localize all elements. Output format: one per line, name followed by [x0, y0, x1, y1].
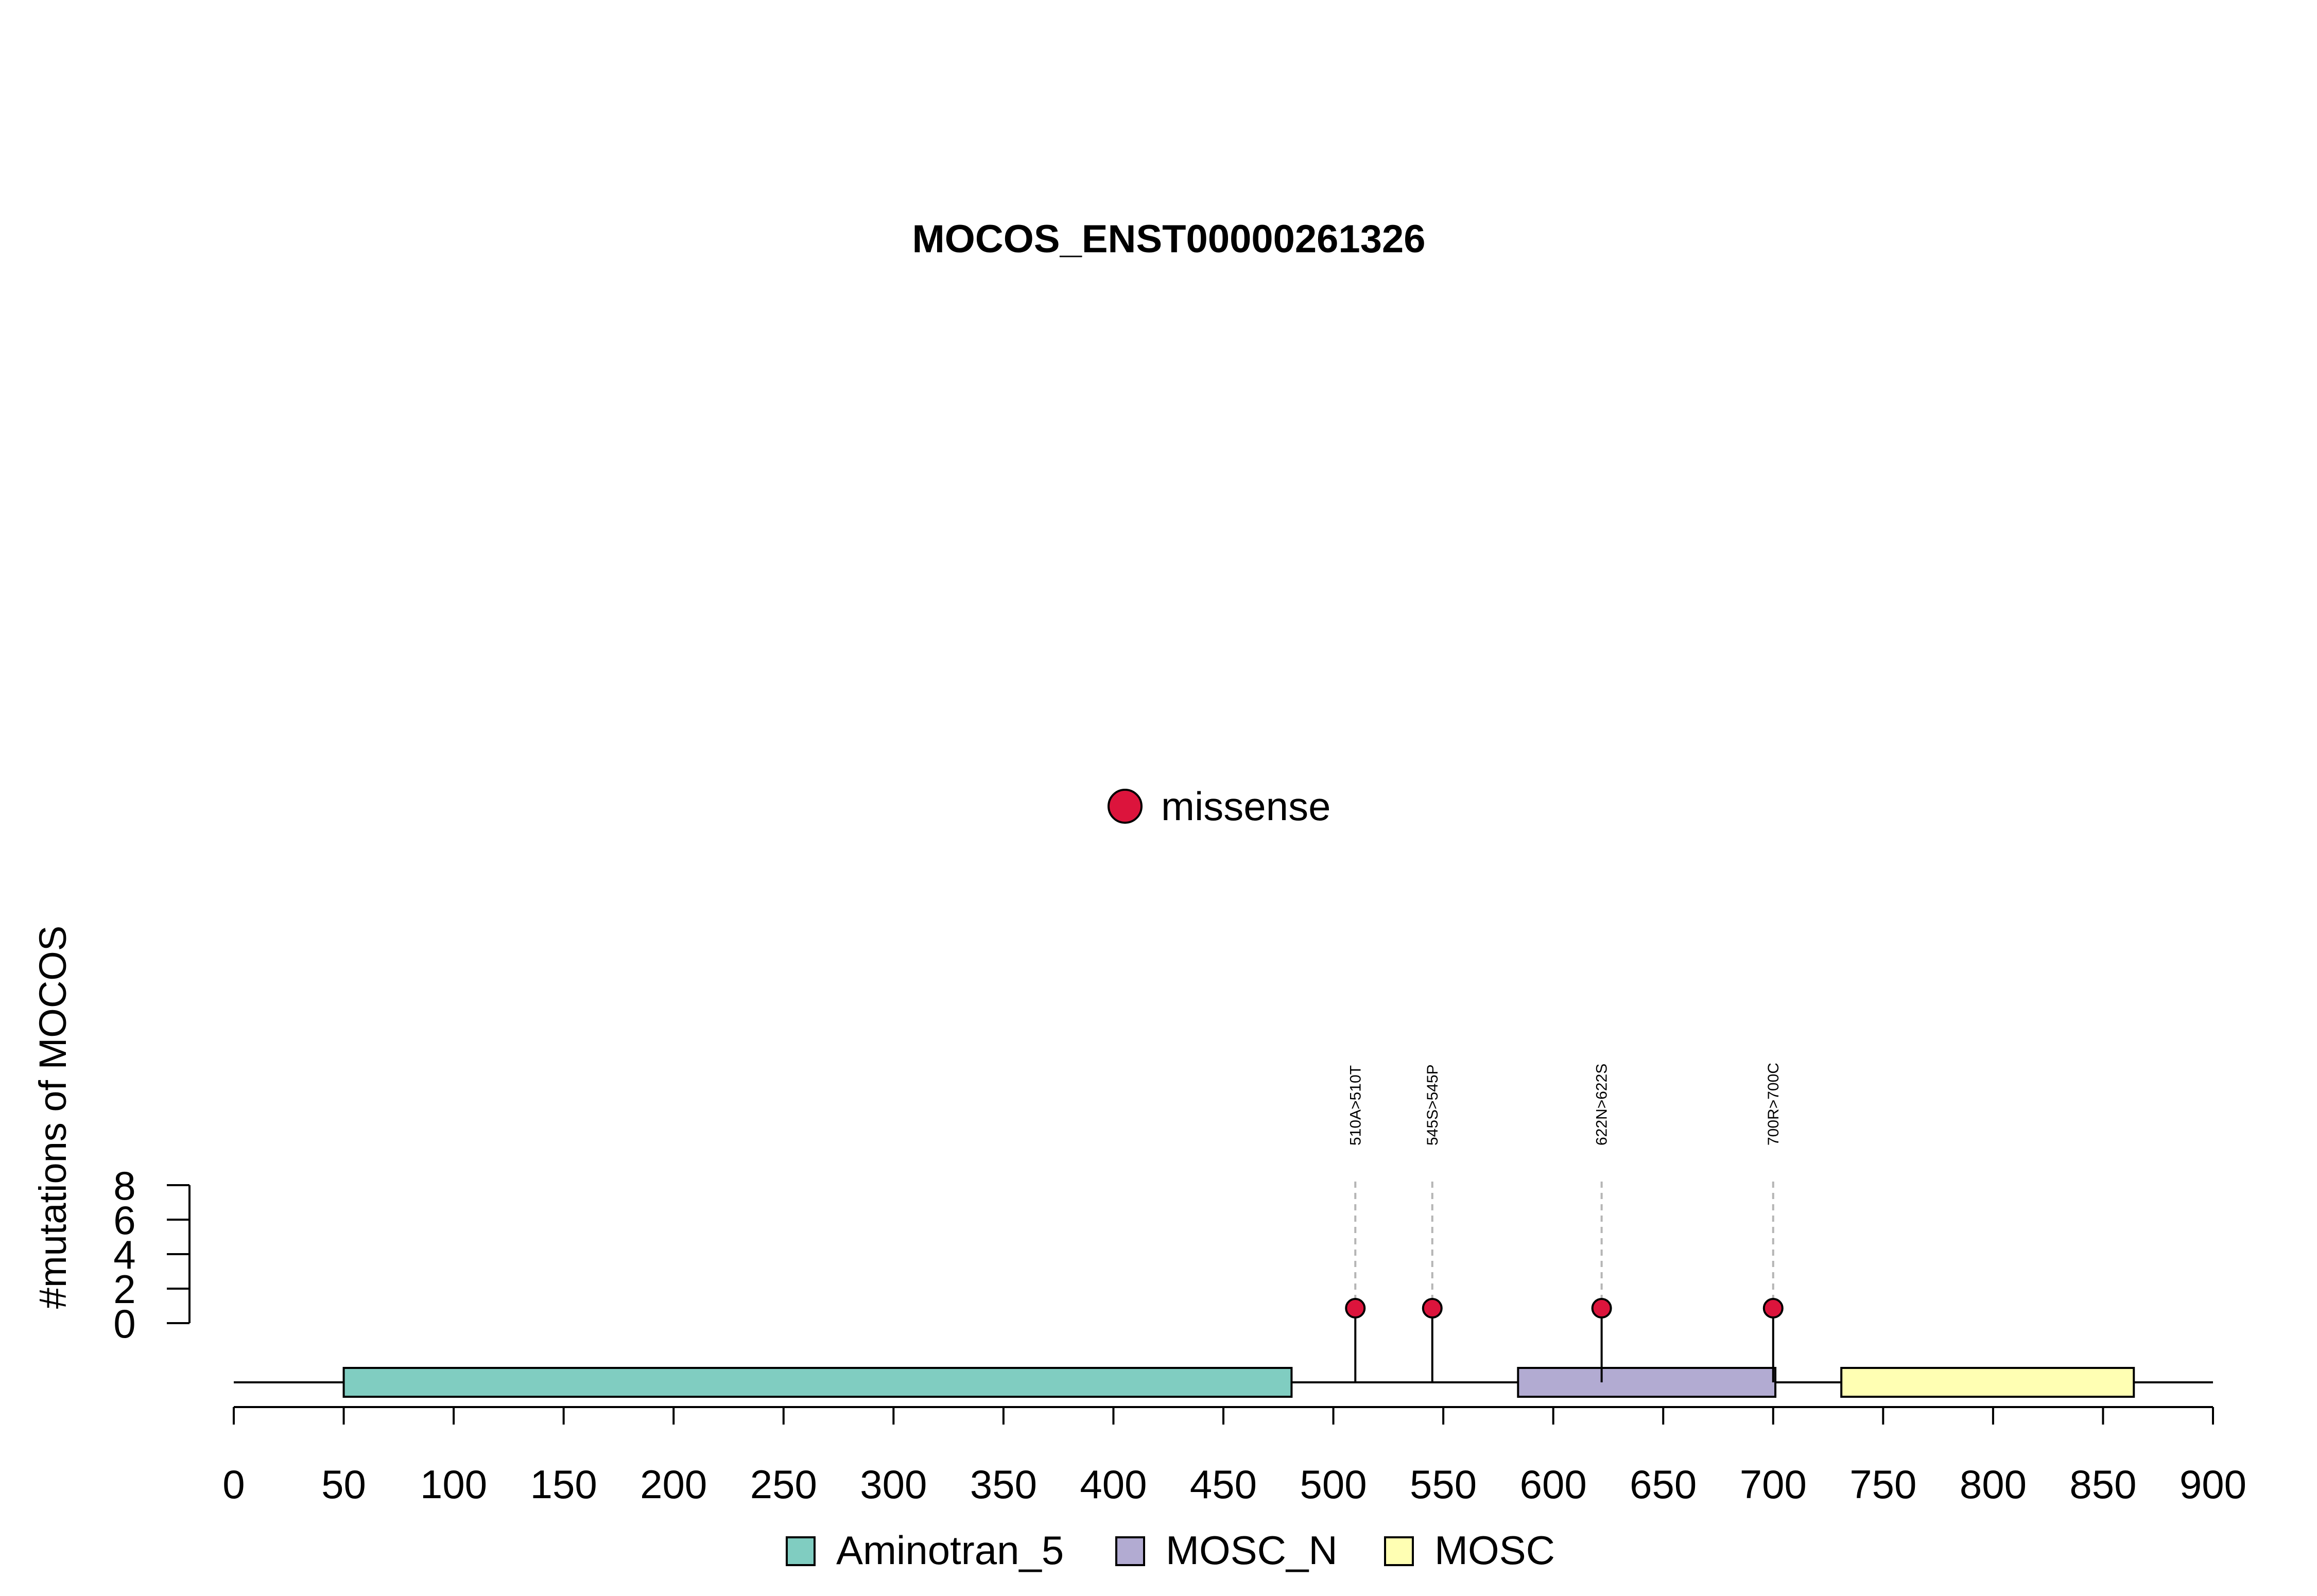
legend-swatch-MOSC: [1384, 1536, 1414, 1566]
y-tick-label: 4: [113, 1232, 135, 1277]
domain-MOSC: [1840, 1367, 2135, 1398]
mutation-label: 700R>700C: [1765, 1063, 1782, 1146]
mutation-head: [1591, 1298, 1612, 1319]
y-axis-label: #mutations of MOCOS: [31, 926, 74, 1309]
x-tick-label: 250: [750, 1462, 817, 1507]
mutation-label: 510A>510T: [1347, 1065, 1364, 1146]
x-axis: 0 50 100 150 200 250 300 350 400 450 500 550 600 650 7…: [222, 1406, 2246, 1507]
domain-legend: Aminotran_5 MOSC_N MOSC: [786, 1528, 1555, 1573]
x-tick-label: 900: [2180, 1462, 2246, 1507]
x-tick-label: 550: [1410, 1462, 1477, 1507]
domain-layer: [342, 1367, 2135, 1398]
x-tick-label: 400: [1080, 1462, 1147, 1507]
chart-title: MOCOS_ENST00000261326: [912, 217, 1425, 261]
domain-Aminotran_5: [342, 1367, 1293, 1398]
legend-label-missense: missense: [1161, 784, 1330, 829]
mutation-510: 510A>510T: [1345, 1065, 1366, 1382]
domain-MOSC_N: [1517, 1367, 1777, 1398]
x-tick-label: 0: [222, 1462, 245, 1507]
legend-marker-missense: [1108, 789, 1143, 824]
mutation-legend: missense: [1108, 784, 1330, 829]
x-tick-label: 650: [1630, 1462, 1697, 1507]
legend-label-MOSC_N: MOSC_N: [1166, 1528, 1338, 1573]
x-tick-label: 750: [1849, 1462, 1916, 1507]
x-tick-label: 50: [321, 1462, 366, 1507]
y-tick-label: 6: [113, 1198, 135, 1243]
mutation-545: 545S>545P: [1422, 1064, 1443, 1382]
y-tick-label: 2: [113, 1267, 135, 1312]
mutation-layer: 510A>510T 545S>545P 622N>622S 700R>700C: [1345, 1063, 1784, 1382]
legend-swatch-Aminotran_5: [786, 1536, 816, 1566]
mutation-head: [1762, 1298, 1784, 1319]
legend-label-MOSC: MOSC: [1434, 1528, 1555, 1573]
x-tick-label: 100: [420, 1462, 487, 1507]
x-tick-label: 850: [2069, 1462, 2136, 1507]
x-tick-label: 800: [1960, 1462, 2027, 1507]
x-tick-label: 200: [640, 1462, 707, 1507]
mutation-label: 622N>622S: [1594, 1064, 1611, 1146]
x-tick-label: 450: [1190, 1462, 1257, 1507]
x-tick-label: 500: [1300, 1462, 1367, 1507]
legend-label-Aminotran_5: Aminotran_5: [836, 1528, 1064, 1573]
x-tick-label: 300: [860, 1462, 927, 1507]
x-tick-label: 150: [530, 1462, 597, 1507]
x-tick-label: 600: [1520, 1462, 1587, 1507]
legend-swatch-MOSC_N: [1115, 1536, 1145, 1566]
x-tick-label: 350: [970, 1462, 1037, 1507]
mutation-head: [1345, 1298, 1366, 1319]
x-tick-label: 700: [1740, 1462, 1807, 1507]
mutation-622: 622N>622S: [1591, 1064, 1612, 1382]
mutation-head: [1422, 1298, 1443, 1319]
mutation-label: 545S>545P: [1424, 1064, 1441, 1146]
y-tick-label: 0: [113, 1301, 135, 1346]
y-tick-label: 8: [113, 1163, 135, 1208]
mutation-700: 700R>700C: [1762, 1063, 1784, 1382]
